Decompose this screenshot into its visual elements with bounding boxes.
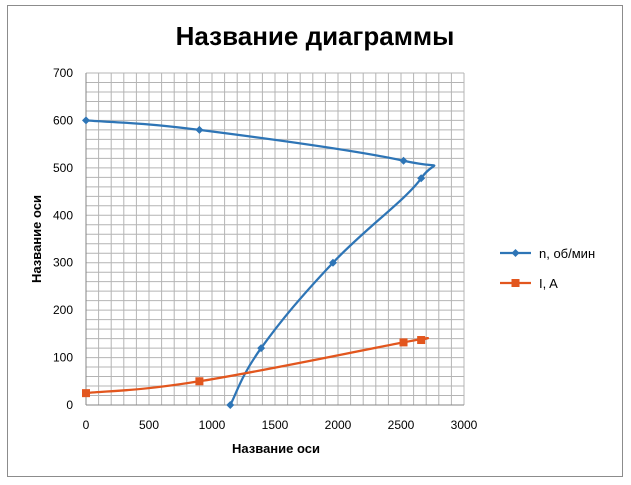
x-axis-title: Название оси: [232, 441, 320, 456]
data-point: [399, 156, 408, 165]
series-1: [82, 336, 430, 398]
y-tick-label: 500: [53, 161, 73, 175]
data-point: [328, 258, 337, 267]
x-tick-label: 2500: [388, 418, 415, 432]
chart-area: [7, 5, 623, 477]
data-point: [82, 389, 90, 398]
x-tick-label: 0: [83, 418, 90, 432]
y-tick-label: 100: [53, 351, 73, 365]
legend-item: n, об/мин: [500, 246, 595, 261]
y-tick-label: 200: [53, 303, 73, 317]
data-point: [226, 401, 235, 409]
legend-label: n, об/мин: [539, 246, 595, 261]
data-point: [195, 125, 204, 134]
y-tick-label: 600: [53, 113, 73, 127]
chart-title: Название диаграммы: [176, 21, 455, 51]
data-point: [417, 174, 426, 183]
y-tick-label: 300: [53, 256, 73, 270]
legend-marker: [511, 279, 520, 287]
tick-labels: 0 500 1000 1500 2000 2500 3000 0 100 200 300 400 500…: [53, 66, 478, 432]
x-tick-label: 500: [139, 418, 159, 432]
legend-item: I, A: [500, 276, 558, 291]
x-tick-label: 1500: [262, 418, 289, 432]
data-point: [399, 338, 408, 347]
y-axis-title: Название оси: [29, 195, 44, 283]
y-tick-label: 400: [53, 208, 73, 222]
x-tick-label: 2000: [325, 418, 352, 432]
data-point: [195, 377, 204, 386]
y-tick-label: 700: [53, 66, 73, 80]
series: [82, 116, 436, 409]
data-point: [257, 344, 266, 353]
x-tick-label: 1000: [199, 418, 226, 432]
legend-marker: [511, 249, 520, 257]
series-0: [82, 116, 436, 409]
x-tick-label: 3000: [451, 418, 478, 432]
series-line: [85, 337, 430, 395]
data-point: [82, 116, 90, 125]
legend-label: I, A: [539, 276, 558, 291]
axes: [85, 73, 464, 406]
gridlines: [85, 72, 465, 406]
data-point: [417, 336, 426, 345]
legend: n, об/мин I, A: [500, 246, 595, 291]
y-tick-label: 0: [66, 398, 73, 412]
